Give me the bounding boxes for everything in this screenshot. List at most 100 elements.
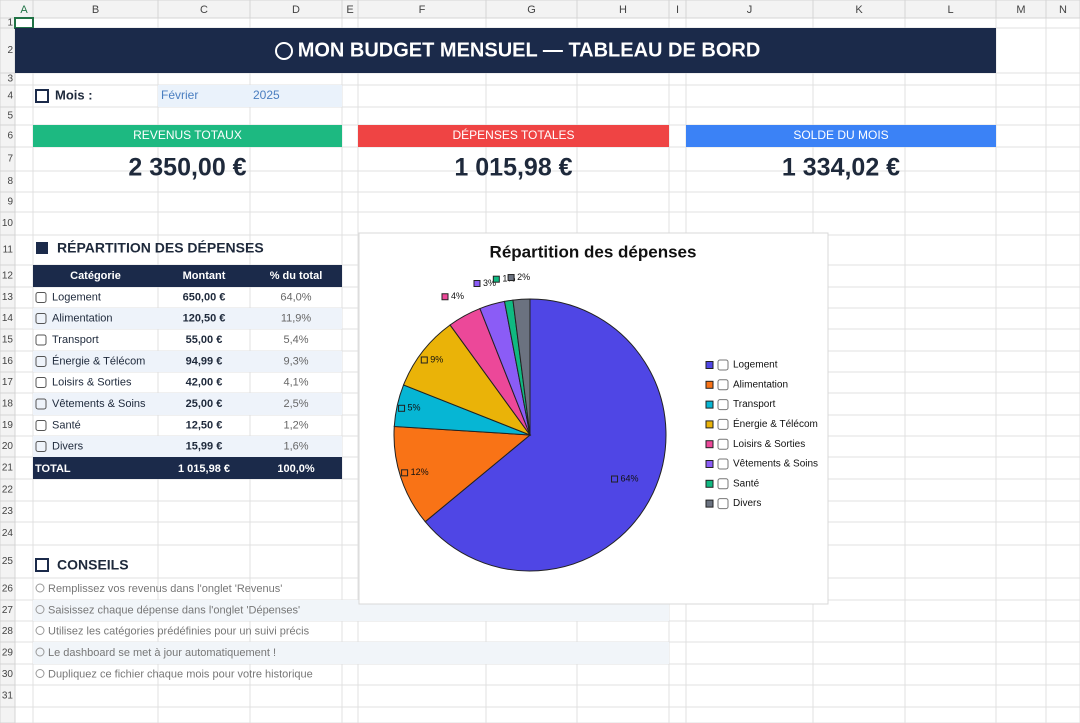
data-label: 4% (451, 291, 464, 301)
tip-text: Utilisez les catégories prédéfinies pour… (48, 625, 310, 637)
table-cell: 42,00 € (186, 376, 223, 388)
selected-cell[interactable] (14, 17, 34, 29)
row-header[interactable]: 23 (2, 506, 14, 517)
row-header[interactable]: 12 (2, 271, 14, 282)
row-header[interactable]: 14 (2, 313, 14, 324)
data-label-key (492, 275, 500, 283)
row-header[interactable]: 22 (2, 485, 14, 496)
title-icon (275, 42, 293, 60)
page-title: MON BUDGET MENSUEL — TABLEAU DE BORD (298, 39, 761, 61)
tip-icon (35, 626, 45, 635)
legend-label: Énergie & Télécom (733, 417, 818, 430)
legend-key (705, 499, 714, 508)
row-header[interactable]: 20 (2, 441, 14, 452)
column-header[interactable]: H (619, 4, 627, 16)
table-cell: 11,9% (281, 312, 312, 324)
kpi-header (358, 125, 669, 147)
tip-text: Remplissez vos revenus dans l'onglet 'Re… (48, 583, 282, 595)
column-header[interactable]: F (419, 4, 426, 16)
column-header[interactable]: B (92, 4, 99, 16)
column-header[interactable]: M (1016, 4, 1025, 16)
row-header[interactable]: 24 (2, 528, 14, 539)
kpi-value: 1 015,98 € (454, 154, 572, 182)
table-cell: 650,00 € (183, 291, 226, 303)
row-header[interactable]: 10 (2, 218, 14, 229)
legend-icon (717, 359, 729, 371)
row-header[interactable]: 5 (7, 111, 13, 122)
total-cell: TOTAL (35, 463, 71, 475)
row-header[interactable]: 29 (2, 648, 14, 659)
period-year[interactable]: 2025 (253, 88, 280, 102)
row-header[interactable]: 1 (7, 18, 13, 29)
legend-key (705, 420, 714, 429)
kpi-label: REVENUS TOTAUX (133, 128, 242, 142)
row-header[interactable]: 2 (7, 45, 13, 56)
row-header[interactable]: 11 (3, 245, 14, 256)
row-header[interactable]: 6 (7, 131, 13, 142)
legend-key (705, 361, 714, 369)
tip-icon (35, 669, 45, 678)
column-header[interactable]: D (292, 4, 300, 16)
column-header[interactable]: G (527, 4, 536, 16)
row-header[interactable]: 3 (7, 74, 13, 85)
table-header-cell: Catégorie (70, 270, 121, 282)
tip-icon (35, 647, 45, 657)
row-header[interactable]: 27 (2, 605, 14, 616)
column-header[interactable]: I (676, 4, 679, 16)
legend-icon (717, 438, 729, 450)
table-cell: 55,00 € (186, 334, 223, 346)
row-header[interactable]: 21 (2, 463, 14, 474)
legend-key (705, 479, 714, 488)
pie-slice (393, 425, 532, 523)
row-header[interactable]: 9 (7, 197, 13, 208)
row-header[interactable]: 8 (7, 176, 13, 187)
tip-text: Saisissez chaque dépense dans l'onglet '… (48, 604, 300, 616)
row-header[interactable]: 25 (2, 556, 14, 567)
row-header[interactable]: 26 (2, 584, 14, 595)
data-label: 3% (483, 278, 496, 288)
legend-icon (717, 418, 729, 430)
kpi-header (686, 125, 996, 147)
table-row-bg (33, 308, 342, 329)
table-cell: 5,4% (283, 334, 308, 346)
legend-label: Santé (733, 478, 760, 489)
column-header[interactable]: L (947, 4, 953, 16)
row-header[interactable]: 13 (2, 292, 14, 303)
chart-title: Répartition des dépenses (490, 242, 697, 261)
row-header[interactable]: 28 (2, 626, 14, 637)
row-header[interactable]: 31 (2, 691, 14, 702)
row-header[interactable]: 18 (2, 399, 14, 410)
legend-label: Transport (733, 399, 776, 410)
column-header[interactable]: K (855, 4, 863, 16)
total-cell: 1 015,98 € (178, 463, 230, 475)
period-month[interactable]: Février (161, 88, 198, 102)
row-header[interactable]: 16 (2, 356, 14, 367)
row-header[interactable]: 4 (7, 91, 13, 102)
row-header[interactable]: 7 (7, 154, 13, 165)
table-cell: Loisirs & Sorties (52, 376, 132, 388)
data-label: 12% (411, 467, 429, 477)
table-cell: 12,50 € (186, 419, 223, 431)
tip-row-bg (33, 642, 669, 664)
kpi-header (33, 125, 342, 147)
legend-icon (717, 478, 729, 490)
row-header[interactable]: 15 (2, 335, 14, 346)
row-header[interactable]: 30 (2, 669, 14, 680)
table-cell: Énergie & Télécom (52, 354, 145, 367)
column-header[interactable]: J (747, 4, 753, 16)
column-header[interactable]: C (200, 4, 208, 16)
row-header[interactable]: 19 (2, 420, 14, 431)
table-cell: Vêtements & Soins (52, 398, 146, 410)
category-icon (35, 420, 47, 431)
row-header[interactable]: 17 (2, 377, 14, 388)
category-icon (35, 356, 47, 367)
column-header[interactable]: A (20, 4, 28, 16)
legend-label: Loisirs & Sorties (733, 439, 805, 450)
legend-key (705, 400, 714, 409)
column-header[interactable]: N (1059, 4, 1067, 16)
section-title: RÉPARTITION DES DÉPENSES (57, 240, 264, 256)
column-header[interactable]: E (346, 4, 353, 16)
kpi-value: 1 334,02 € (782, 154, 900, 182)
table-cell: 2,5% (283, 398, 308, 410)
tip-text: Dupliquez ce fichier chaque mois pour vo… (48, 668, 313, 680)
